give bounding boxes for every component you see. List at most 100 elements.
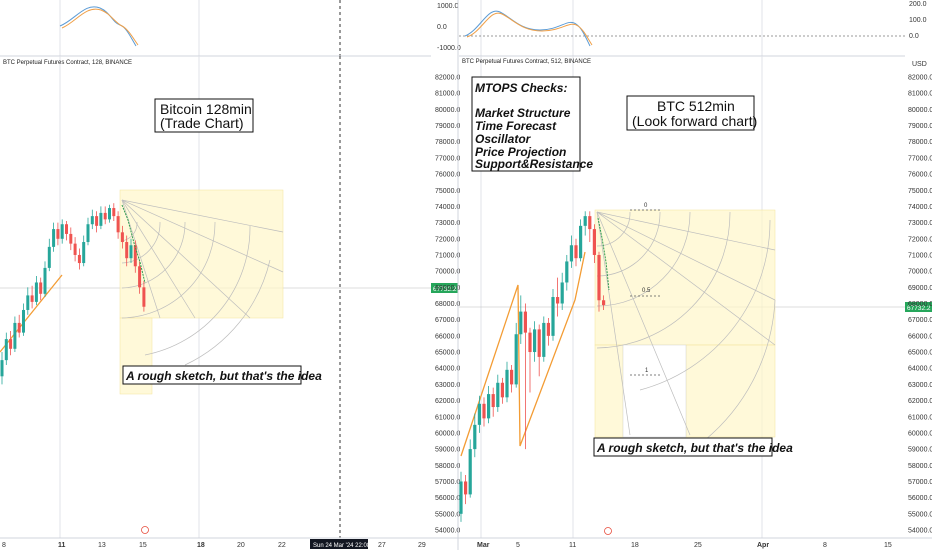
right-candle-body <box>491 394 495 408</box>
left-title-rect <box>154 98 254 133</box>
left-osc-tick-1000: 1000.0 <box>437 3 459 10</box>
mtops-item-support-resistance: Support&Resistance <box>475 157 593 171</box>
right-candle-body <box>482 403 486 419</box>
right-candle-body <box>565 261 569 283</box>
right-title-line2: (Look forward chart) <box>632 113 757 129</box>
right-y-tick-label: 76000.0 <box>908 172 932 179</box>
right-y-tick-label: 75000.0 <box>908 188 932 195</box>
right-candle-body <box>500 382 504 398</box>
left-candle-body <box>9 339 13 349</box>
right-candle-body <box>473 424 477 450</box>
left-candle-body <box>56 229 60 239</box>
left-candle-body <box>26 295 30 310</box>
right-osc-tick-0: 0.0 <box>909 33 919 40</box>
left-osc-tick-neg1000: -1000.0 <box>437 45 461 52</box>
right-y-tick-label: 62000.0 <box>908 398 932 405</box>
right-fib-label-05: 0.5 <box>642 288 651 294</box>
left-y-tick-label: 82000.0 <box>435 75 460 82</box>
right-x-tick-18: 18 <box>631 542 639 549</box>
left-y-tick-label: 65000.0 <box>435 350 460 357</box>
right-y-tick-label: 56000.0 <box>908 495 932 502</box>
right-y-tick-label: 79000.0 <box>908 123 932 130</box>
mtops-item-time-forecast: Time Forecast <box>475 119 557 133</box>
left-osc-line-blue <box>59 6 137 47</box>
right-fib-label-0: 0 <box>644 203 648 209</box>
right-annotation-box: A rough sketch, but that's the idea <box>593 437 793 457</box>
left-y-tick-label: 64000.0 <box>435 366 460 373</box>
left-price-pane: BTC Perpetual Futures Contract, 128, BIN… <box>0 56 460 539</box>
right-y-tick-label: 67000.0 <box>908 317 932 324</box>
right-y-tick-label: 58000.0 <box>908 463 932 470</box>
right-fib-ray-1 <box>596 211 776 251</box>
right-candle-body <box>551 297 555 336</box>
right-y-tick-label: 64000.0 <box>908 366 932 373</box>
left-candle-body <box>69 233 73 244</box>
left-osc-line-orange <box>61 8 139 46</box>
right-y-tick-label: 78000.0 <box>908 139 932 146</box>
right-candle-body <box>574 245 578 259</box>
right-fib-ray-2 <box>596 211 776 301</box>
left-fib-arc-2 <box>121 221 161 264</box>
left-candle-body <box>95 216 99 226</box>
right-y-tick-label: 60000.0 <box>908 430 932 437</box>
right-x-tick-11: 11 <box>569 542 576 549</box>
right-price-tag-bg <box>905 302 932 312</box>
right-time-box-wide <box>685 344 776 438</box>
left-y-tick-label: 79000.0 <box>435 123 460 130</box>
right-osc-tick-200: 200.0 <box>909 1 927 8</box>
left-fib-ray-4 <box>121 199 196 319</box>
right-x-tick-apr: Apr <box>757 542 769 549</box>
left-y-tick-label: 73000.0 <box>435 220 460 227</box>
left-candle-body <box>86 224 90 243</box>
left-y-tick-label: 81000.0 <box>435 91 460 98</box>
right-y-tick-label: 57000.0 <box>908 479 932 486</box>
right-candle-body <box>542 322 546 357</box>
left-chart-panel: 1000.0 0.0 -1000.0 BTC Perpetual Futures… <box>0 0 461 549</box>
right-y-unit: USD <box>912 61 927 68</box>
right-candle-body <box>519 311 523 335</box>
right-y-tick-label: 74000.0 <box>908 204 932 211</box>
right-event-marker <box>604 527 612 535</box>
left-x-tick-18: 18 <box>197 542 205 549</box>
right-white-zone <box>622 344 687 438</box>
right-y-tick-label: 63000.0 <box>908 382 932 389</box>
left-candle-body <box>138 266 142 288</box>
right-y-tick-label: 54000.0 <box>908 528 932 535</box>
left-crosshair-label-bg <box>310 539 368 549</box>
right-candle-body <box>533 329 537 353</box>
right-y-tick-label: 66000.0 <box>908 333 932 340</box>
left-y-tick-label: 70000.0 <box>435 269 460 276</box>
left-event-marker <box>141 526 149 534</box>
right-y-tick-label: 59000.0 <box>908 447 932 454</box>
left-fib-ray-3 <box>121 199 251 319</box>
right-candle-body <box>583 216 587 226</box>
right-annotation-text: A rough sketch, but that's the idea <box>596 441 793 455</box>
left-fib-arc-4 <box>121 221 216 319</box>
left-y-tick-label: 69000.0 <box>435 285 460 292</box>
right-candle-body <box>523 311 527 333</box>
left-annotation-text: A rough sketch, but that's the idea <box>125 369 322 383</box>
left-fib-arc-3 <box>121 221 186 289</box>
left-candle-body <box>52 229 56 247</box>
left-candle-body <box>4 339 8 361</box>
right-title-line1: BTC 512min <box>657 98 735 114</box>
left-fib-ray-1 <box>121 199 284 233</box>
left-x-tick-11: 11 <box>58 542 66 549</box>
mtops-rect <box>471 76 581 172</box>
right-x-tick-5: 5 <box>516 542 520 549</box>
right-fib-arc-6 <box>704 299 776 441</box>
right-x-tick-8: 8 <box>823 542 827 549</box>
left-candle-body <box>125 242 129 259</box>
right-oscillator-pane: 200.0 100.0 0.0 <box>459 0 927 57</box>
right-candle-body <box>528 332 532 353</box>
left-y-tick-label: 62000.0 <box>435 398 460 405</box>
left-candle-body <box>133 245 137 267</box>
left-title-line2: (Trade Chart) <box>160 115 244 131</box>
left-y-tick-label: 57000.0 <box>435 479 460 486</box>
left-candle-body <box>73 243 77 255</box>
right-candle-body <box>537 329 541 357</box>
left-candle-body <box>120 232 124 243</box>
left-price-tag-bg <box>431 283 458 293</box>
left-price-tag: 67732.2 <box>433 286 457 293</box>
right-fib-label-1: 1 <box>645 368 649 374</box>
